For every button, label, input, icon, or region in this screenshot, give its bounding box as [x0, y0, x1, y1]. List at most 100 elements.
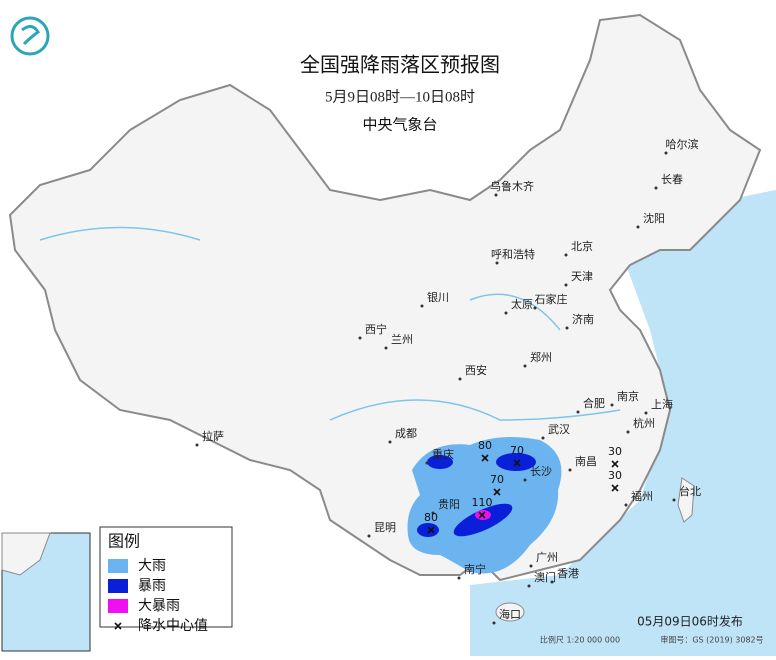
city-label: 长春 — [661, 173, 683, 186]
rain-center-marker — [611, 460, 619, 468]
city-dot — [458, 377, 462, 381]
legend-label: 降水中心值 — [138, 618, 208, 634]
city-dot — [384, 346, 388, 350]
legend-label: 大暴雨 — [138, 598, 180, 614]
hainan — [495, 602, 525, 622]
legend-label: 大雨 — [138, 558, 166, 574]
city-label: 福州 — [631, 489, 653, 503]
subtitle: 5月9日08时—10日08时 — [325, 88, 475, 105]
city-label: 西宁 — [365, 322, 387, 336]
city-dot — [610, 403, 614, 407]
city-label: 南宁 — [464, 562, 486, 576]
city-dot — [527, 584, 531, 588]
city-dot — [358, 336, 362, 340]
china-outline — [8, 13, 762, 582]
city-dot — [636, 225, 640, 229]
rain-center-marker — [481, 454, 489, 462]
city-dot — [550, 580, 554, 584]
logo — [10, 16, 50, 56]
city-dot — [425, 461, 429, 465]
inset-land — [1, 532, 51, 576]
city-label: 石家庄 — [535, 292, 568, 306]
release-time: 05月09日06时发布 — [637, 614, 743, 629]
agency: 中央气象台 — [362, 116, 437, 134]
legend-swatch — [108, 599, 128, 613]
city-dot — [529, 564, 533, 568]
legend-swatch — [108, 559, 128, 573]
city-label: 昆明 — [374, 521, 396, 534]
city-dot — [495, 261, 499, 265]
city-dot — [565, 326, 569, 330]
city-dot — [568, 468, 572, 472]
city-dot — [576, 410, 580, 414]
city-label: 拉萨 — [202, 429, 224, 443]
inset-map — [1, 532, 91, 652]
city-dot — [457, 576, 461, 580]
rainstorm-area — [417, 523, 439, 537]
legend-label: 暴雨 — [138, 578, 166, 594]
city-label: 合肥 — [583, 396, 605, 410]
city-label: 呼和浩特 — [491, 247, 535, 261]
city-label: 澳门 — [534, 570, 556, 584]
taiwan — [677, 477, 695, 523]
rain-center-value: 30 — [608, 445, 622, 458]
city-label: 南京 — [617, 389, 639, 403]
rain-center-value: 80 — [424, 511, 438, 524]
city-label: 郑州 — [530, 350, 552, 364]
rain-center-value: 80 — [478, 439, 492, 452]
city-label: 南昌 — [575, 455, 597, 468]
city-label: 沈阳 — [643, 211, 665, 225]
city-dot — [644, 411, 648, 415]
rain-center-value: 30 — [608, 469, 622, 482]
city-dot — [431, 511, 435, 515]
sea — [470, 190, 776, 656]
city-dot — [523, 364, 527, 368]
legend-swatch — [108, 579, 128, 593]
city-label: 银川 — [427, 290, 449, 304]
city-dot — [195, 443, 199, 447]
city-label: 重庆 — [432, 447, 454, 461]
rain-center-value: 70 — [490, 473, 504, 486]
city-label: 哈尔滨 — [666, 137, 699, 151]
city-label: 乌鲁木齐 — [490, 179, 534, 193]
rain-center-marker — [478, 511, 486, 519]
city-label: 太原 — [511, 298, 533, 311]
city-label: 贵阳 — [438, 498, 460, 511]
approval: 审图号：GS (2019) 3082号 — [660, 635, 763, 645]
city-dot — [626, 430, 630, 434]
rain-center-marker — [493, 488, 501, 496]
city-label: 长沙 — [530, 465, 552, 478]
city-dot — [388, 440, 392, 444]
city-label: 海口 — [499, 607, 521, 621]
city-dot — [533, 306, 537, 310]
city-label: 香港 — [557, 567, 579, 580]
city-dot — [664, 151, 668, 155]
city-label: 广州 — [536, 551, 558, 564]
city-label: 济南 — [572, 312, 594, 326]
city-dot — [541, 436, 545, 440]
city-label: 杭州 — [633, 416, 655, 430]
city-dot — [504, 311, 508, 315]
rain-center-marker — [611, 484, 619, 492]
rainstorm-area — [427, 455, 453, 469]
city-label: 上海 — [651, 397, 673, 411]
legend-cross — [114, 622, 122, 630]
city-dot — [420, 304, 424, 308]
city-label: 成都 — [395, 427, 417, 440]
city-label: 台北 — [679, 484, 701, 498]
city-label: 兰州 — [391, 333, 413, 346]
scale: 比例尺 1:20 000 000 — [540, 635, 620, 645]
city-dot — [564, 283, 568, 287]
rivers — [39, 226, 621, 421]
legend-title: 图例 — [108, 532, 140, 551]
city-label: 天津 — [571, 270, 593, 283]
city-dot — [564, 253, 568, 257]
city-dot — [367, 534, 371, 538]
rain-center-marker — [513, 459, 521, 467]
heavy-rain-area — [407, 436, 562, 574]
logo-mark — [21, 25, 40, 46]
city-dot — [523, 478, 527, 482]
rain-center-value: 110 — [472, 496, 493, 509]
city-dot — [624, 503, 628, 507]
